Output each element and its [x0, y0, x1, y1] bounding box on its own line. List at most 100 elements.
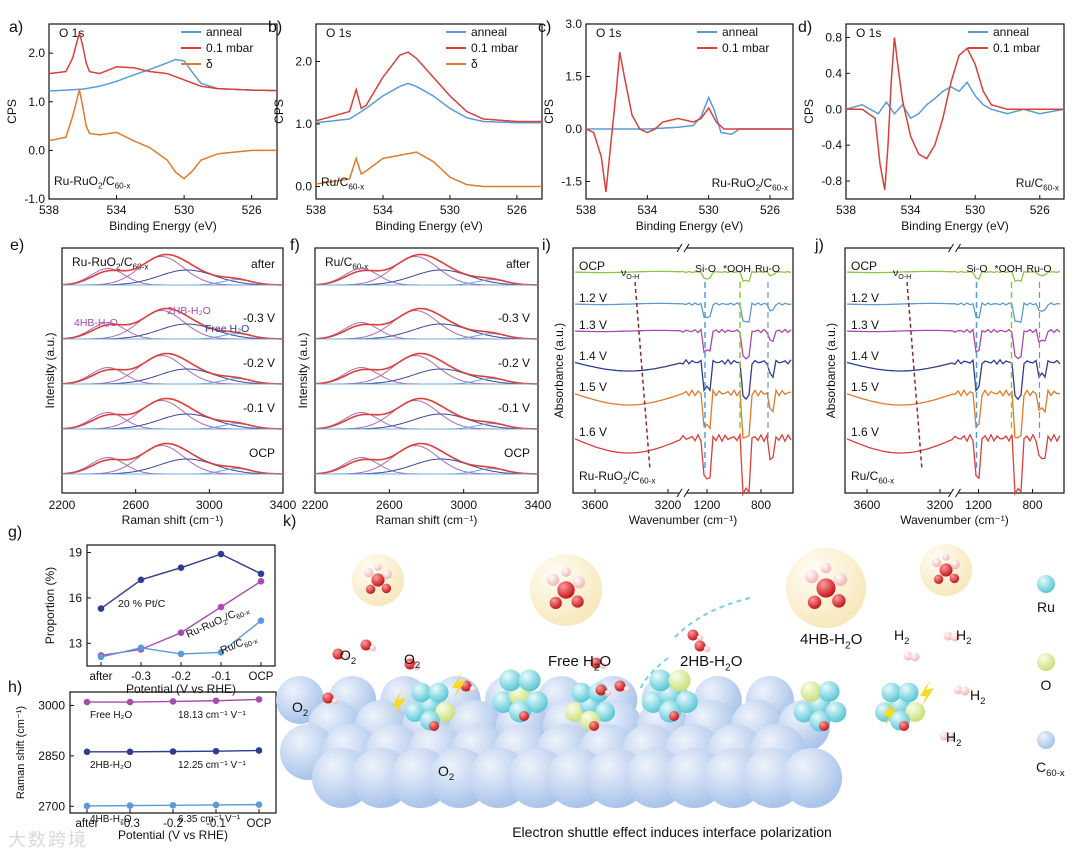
x-tick-label: 534 [107, 203, 127, 217]
series-slope: 12.25 cm⁻¹ V⁻¹ [178, 760, 246, 771]
oxygen-atom [668, 669, 691, 692]
water-molecule-atom [932, 557, 942, 568]
legend-swatch [1037, 731, 1055, 749]
x-tick-label: 530 [174, 203, 194, 217]
x-tick-label: 3200 [655, 498, 682, 512]
xps-panel-d: d) O 1s 538 534 530 526 -0.8 -0.4 0.0 0.4 0.8 Bindi… [798, 19, 1065, 233]
potential-label: -0.2 V [243, 356, 275, 370]
panel-title: O 1s [856, 26, 881, 40]
axis-break-mark [955, 243, 961, 253]
oxygen-atom [800, 681, 822, 702]
y-axis-label: Intensity (a.u.) [43, 332, 57, 408]
plot-frame [314, 247, 539, 494]
ruthenium-atom [525, 691, 548, 713]
fit-envelope [314, 253, 538, 286]
ruthenium-atom [492, 691, 515, 713]
text-span: Ru/C [325, 255, 353, 269]
axis-break-gap [679, 489, 687, 497]
water-molecule-atom [371, 573, 385, 587]
y-tick-label: 0.0 [28, 143, 45, 157]
legend-entry: δ [471, 57, 478, 71]
series-line-01mbar [315, 51, 542, 123]
label-4hb-water: 4HB-H2O [800, 631, 862, 652]
marker-sio: Si-O [967, 263, 988, 275]
series-line-01mbar [846, 37, 1064, 191]
water-molecule-atom [557, 581, 575, 599]
series-line-δ [48, 89, 277, 180]
x-tick-label: OCP [249, 671, 274, 683]
potential-label: -0.2 V [498, 356, 530, 370]
spectrum-line [574, 302, 792, 323]
ruthenium-atom [793, 701, 815, 723]
axis-break-mark [948, 243, 954, 253]
axis-break-gap [950, 244, 959, 252]
adsorbed-oxygen [429, 721, 439, 731]
fit-peak [62, 269, 284, 286]
x-tick-label: 534 [373, 203, 393, 217]
fit-envelope [61, 397, 283, 430]
subscript: O-H [626, 273, 639, 281]
x-tick-label: 526 [242, 203, 262, 217]
data-point [83, 802, 91, 810]
y-tick-label: 3.0 [565, 17, 582, 31]
text-span: 2HB-H [680, 653, 725, 670]
potential-label: 1.6 V [579, 425, 607, 439]
text-span: /C [628, 469, 640, 483]
text-span: O [340, 647, 351, 663]
panel-label: h) [8, 679, 22, 696]
series-line-01mbar [585, 51, 793, 193]
x-tick-label: -0.1 [211, 671, 231, 683]
subscript: 60-x [772, 184, 788, 193]
legend-swatch [1037, 575, 1055, 593]
potential-label: OCP [504, 446, 530, 460]
spectrum-line [846, 433, 1061, 497]
text-span: O [851, 631, 863, 648]
series-slope: 6.35 cm⁻¹ V⁻¹ [178, 814, 241, 825]
water-molecule-atom [374, 563, 382, 571]
label-h2: H2 [956, 627, 971, 647]
x-tick-label: -0.2 [171, 671, 191, 683]
text-span: O [731, 653, 743, 670]
text-span: /C [103, 174, 115, 188]
potential-label: OCP [579, 259, 605, 273]
subscript: 2 [756, 184, 761, 193]
water-molecule-atom [832, 594, 846, 608]
peak-label-4hb: 4HB-H₂O [74, 317, 118, 329]
x-tick-label: 3400 [525, 498, 552, 512]
water-molecule-atom [365, 584, 376, 594]
x-tick-label: 2200 [302, 498, 329, 512]
water-molecule-atom [549, 596, 562, 609]
text-span: Ru-RuO [579, 469, 623, 483]
subscript: 2 [594, 663, 600, 674]
spectrum-line [574, 327, 792, 360]
fit-envelope [314, 352, 538, 385]
y-tick-label: -1.5 [561, 175, 582, 189]
x-tick-label: 2600 [122, 498, 149, 512]
sample-label: Ru/C60-x [1016, 176, 1059, 193]
data-point [177, 629, 185, 637]
x-tick-label: 2200 [49, 498, 76, 512]
marker-voh: νO-H [621, 267, 639, 281]
x-axis-label: Binding Energy (eV) [375, 219, 482, 233]
x-tick-label: 534 [901, 203, 921, 217]
adsorbed-oxygen [899, 721, 909, 731]
data-point [83, 698, 91, 706]
x-tick-label: 3000 [196, 498, 223, 512]
x-tick-label: 3400 [270, 498, 297, 512]
label-2hb-water: 2HB-H2O [680, 653, 742, 674]
ruthenium-atom [404, 702, 425, 722]
x-tick-label: -0.3 [120, 818, 140, 830]
text-span: Ru/C [219, 637, 246, 657]
water-molecule-atom [950, 559, 960, 570]
subscript: 60-x [352, 263, 368, 272]
fit-peak [62, 413, 284, 430]
subscript: 2 [351, 656, 356, 667]
sample-label: Ru/C60-x [851, 469, 894, 486]
subscript: 2 [303, 708, 308, 719]
peak-label-free: Free H₂O [205, 323, 249, 335]
ruthenium-atom [898, 682, 919, 703]
legend-entry: δ [206, 57, 213, 71]
carbon-sphere [782, 748, 842, 808]
x-tick-label: 800 [751, 498, 771, 512]
